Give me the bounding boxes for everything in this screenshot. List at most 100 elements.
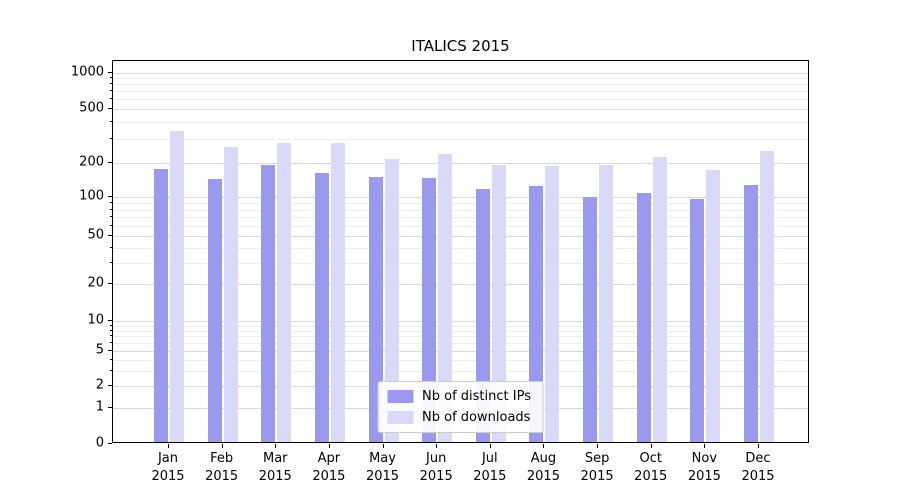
- bar-distinct-ips: [314, 173, 329, 442]
- y-minor-tick-mark: [110, 98, 112, 100]
- plot-area: Nb of distinct IPs Nb of downloads: [112, 60, 809, 443]
- gridline-minor: [113, 262, 808, 264]
- x-tick-label: May 2015: [365, 451, 400, 484]
- bar-downloads: [277, 143, 292, 442]
- x-tick-label: Dec 2015: [741, 451, 775, 484]
- y-tick-mark: [108, 107, 112, 109]
- bar-downloads: [759, 151, 774, 442]
- gridline-major: [113, 236, 808, 238]
- x-tick-label: Feb 2015: [205, 451, 239, 484]
- y-minor-tick-mark: [110, 369, 112, 371]
- x-axis: Jan 2015 Feb 2015 Mar 2015 Apr 2015 May 2015…: [112, 450, 809, 492]
- gridline-minor: [113, 138, 808, 140]
- y-tick-label: 1: [95, 399, 104, 415]
- y-tick-label: 100: [79, 188, 104, 204]
- x-tick-mark: [221, 444, 223, 448]
- y-minor-tick-mark: [110, 201, 112, 203]
- y-minor-tick-mark: [110, 342, 112, 344]
- gridline-minor: [113, 78, 808, 80]
- y-tick-label: 1000: [70, 64, 104, 80]
- gridline-minor: [113, 370, 808, 372]
- legend-swatch-distinct-ips: [387, 390, 414, 403]
- y-tick-mark: [108, 71, 112, 73]
- gridline-minor: [113, 99, 808, 101]
- legend-item-distinct-ips: Nb of distinct IPs: [387, 389, 531, 404]
- y-tick-mark: [108, 320, 112, 322]
- x-tick-label: Jul 2015: [473, 451, 507, 484]
- y-tick-label: 0: [95, 435, 104, 451]
- bar-downloads: [384, 159, 399, 442]
- y-tick-label: 500: [79, 100, 104, 116]
- y-tick-label: 200: [79, 154, 104, 170]
- bar-distinct-ips: [207, 179, 222, 442]
- y-minor-tick-mark: [110, 329, 112, 331]
- gridline-major: [113, 108, 808, 110]
- gridline-minor: [113, 84, 808, 86]
- chart-title: ITALICS 2015: [411, 37, 510, 55]
- bar-distinct-ips: [583, 196, 598, 442]
- y-tick-mark: [108, 195, 112, 197]
- y-minor-tick-mark: [110, 121, 112, 123]
- bar-downloads: [330, 143, 345, 442]
- gridline-major: [113, 350, 808, 352]
- y-minor-tick-mark: [110, 224, 112, 226]
- bar-downloads: [223, 146, 238, 442]
- gridline-minor: [113, 209, 808, 211]
- x-tick-mark: [757, 444, 759, 448]
- y-tick-label: 20: [87, 275, 104, 291]
- bar-distinct-ips: [636, 192, 651, 442]
- y-tick-mark: [108, 161, 112, 163]
- bar-distinct-ips: [368, 176, 383, 442]
- x-tick-label: Jun 2015: [419, 451, 453, 484]
- y-minor-tick-mark: [110, 246, 112, 248]
- x-tick-mark: [168, 444, 169, 448]
- gridline-minor: [113, 202, 808, 204]
- y-axis: 0 1 2 5 10 20 50 100 200 500 1000: [0, 60, 104, 450]
- y-minor-tick-mark: [110, 216, 112, 218]
- x-tick-label: Nov 2015: [687, 451, 721, 484]
- x-tick-label: Sep 2015: [580, 451, 614, 484]
- gridline-major: [113, 283, 808, 285]
- y-tick-label: 10: [87, 312, 104, 328]
- gridline-major: [113, 162, 808, 164]
- gridline-major: [113, 72, 808, 74]
- bar-downloads: [491, 164, 506, 442]
- x-tick-label: Apr 2015: [312, 451, 346, 484]
- gridline-major: [113, 196, 808, 198]
- y-tick-mark: [108, 406, 112, 408]
- y-minor-tick-mark: [110, 358, 112, 360]
- legend-label-downloads: Nb of downloads: [422, 410, 531, 425]
- gridline-minor: [113, 225, 808, 227]
- y-tick-mark: [108, 443, 112, 444]
- gridline-minor: [113, 217, 808, 219]
- legend-label-distinct-ips: Nb of distinct IPs: [422, 389, 531, 404]
- y-minor-tick-mark: [110, 324, 112, 326]
- bar-downloads: [652, 156, 667, 442]
- gridline-major: [113, 321, 808, 323]
- y-minor-tick-mark: [110, 90, 112, 92]
- bar-distinct-ips: [743, 185, 758, 442]
- y-tick-mark: [108, 349, 112, 351]
- y-minor-tick-mark: [110, 261, 112, 263]
- gridline-minor: [113, 247, 808, 249]
- x-tick-mark: [543, 444, 545, 448]
- y-tick-label: 2: [95, 377, 104, 393]
- x-tick-mark: [382, 444, 384, 448]
- bar-distinct-ips: [154, 168, 168, 442]
- legend: Nb of distinct IPs Nb of downloads: [377, 381, 544, 433]
- gridline-minor: [113, 91, 808, 93]
- x-tick-label: Aug 2015: [526, 451, 560, 484]
- bar-distinct-ips: [690, 199, 705, 442]
- x-tick-mark: [489, 444, 491, 448]
- legend-swatch-downloads: [387, 411, 414, 424]
- x-tick-label: Jan 2015: [151, 451, 185, 484]
- y-tick-mark: [108, 235, 112, 237]
- bar-distinct-ips: [529, 186, 544, 442]
- y-tick-mark: [108, 385, 112, 387]
- bar-distinct-ips: [261, 164, 276, 442]
- legend-item-downloads: Nb of downloads: [387, 410, 531, 425]
- y-tick-label: 50: [87, 227, 104, 243]
- x-tick-mark: [597, 444, 599, 448]
- bar-distinct-ips: [475, 189, 490, 442]
